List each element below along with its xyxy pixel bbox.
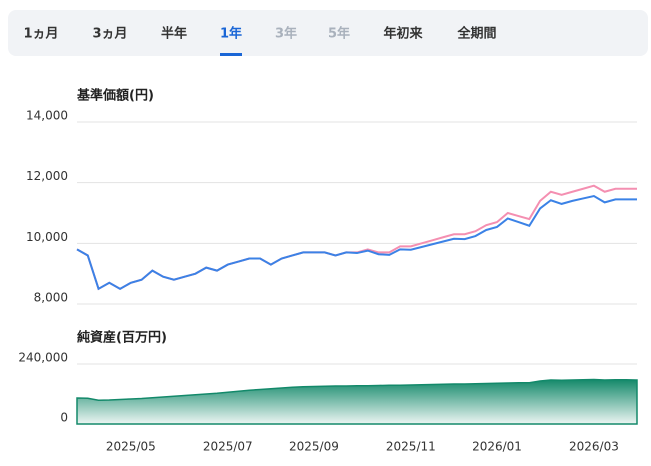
chart-title: 純資産(百万円) [77,330,167,346]
tab-bar [8,10,648,56]
area [76,378,638,425]
x-tick-label: 2026/03 [569,440,619,454]
active-tab-indicator [220,53,242,56]
tab[interactable]: 全期間 [456,26,496,42]
tab[interactable]: 3ヵ月 [92,27,127,42]
y-tick-label: 14,000 [26,109,68,123]
x-tick-label: 2025/05 [106,440,156,454]
tab[interactable]: 1ヵ月 [23,27,58,42]
tab: 5年 [328,26,350,42]
y-tick-label: 12,000 [26,169,68,183]
tab: 3年 [275,26,297,42]
x-tick-label: 2026/01 [472,440,522,454]
y-tick-label: 8,000 [34,291,68,305]
x-tick-label: 2025/09 [289,440,339,454]
tab[interactable]: 半年 [161,26,187,42]
x-tick-label: 2025/11 [386,440,436,454]
x-tick-label: 2025/07 [203,440,253,454]
line [76,194,637,291]
y-tick-label: 240,000 [18,351,68,365]
chart-title: 基準価額(円) [76,88,154,104]
y-tick-label: 0 [60,411,68,425]
y-tick-label: 10,000 [26,230,68,244]
tab[interactable]: 1年 [220,26,242,42]
tab[interactable]: 年初来 [383,26,423,42]
